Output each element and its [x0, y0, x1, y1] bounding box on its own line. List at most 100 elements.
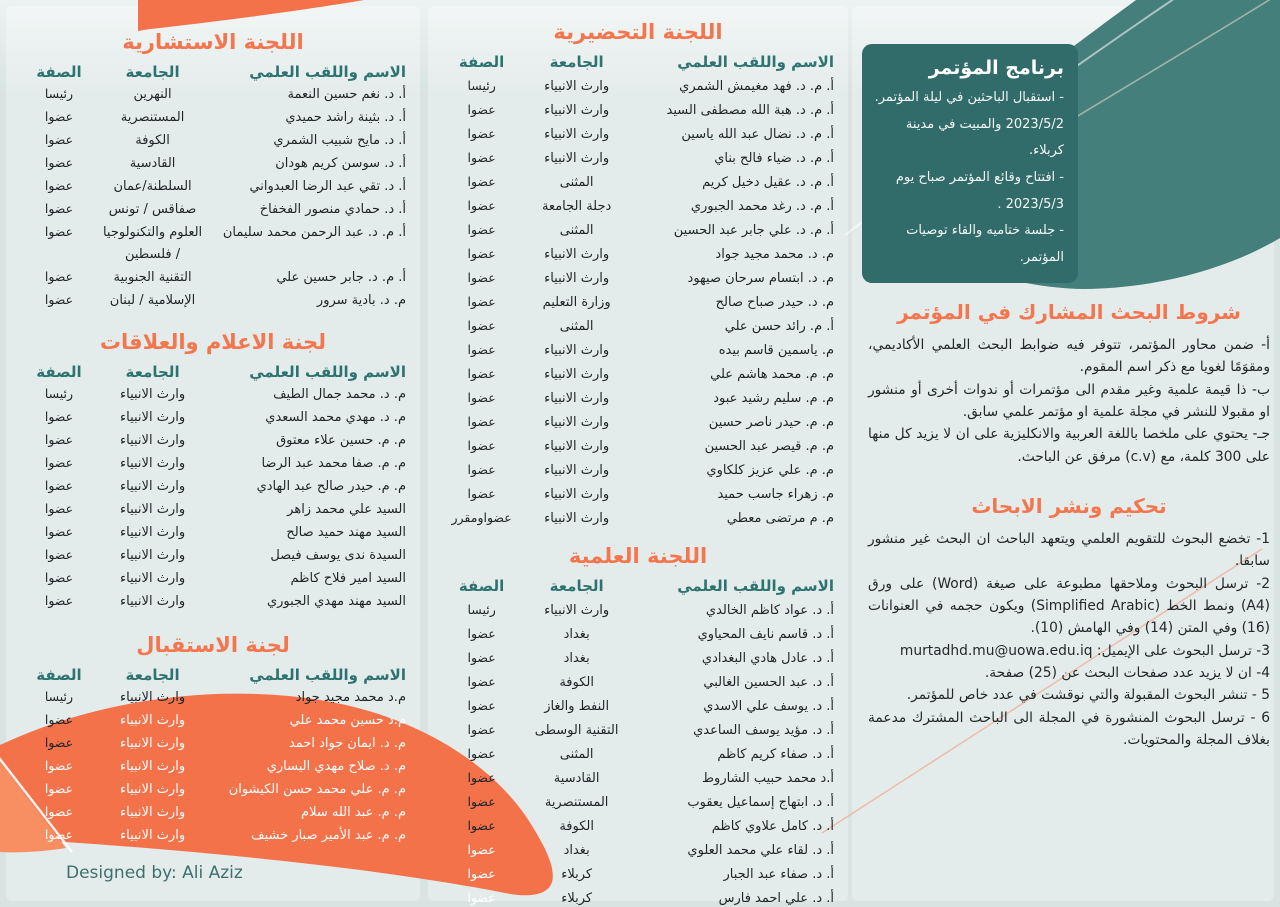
preparatory-committee-section: اللجنة التحضيرية الاسم واللقب العلمي الجا… [440, 20, 836, 530]
name-cell: م. م. عبد الأمير صبار خشيف [251, 828, 406, 843]
header-university: الجامعة [125, 363, 180, 381]
publishing-item: 1- تخضع البحوث للتقويم العلمي ويتعهد الب… [868, 531, 1270, 570]
university-cell: التقنية الجنوبية [113, 270, 192, 285]
middle-fold-panel [428, 6, 848, 901]
name-cell: أ. م. د. عبد الرحمن محمد سليمان [222, 225, 406, 240]
name-cell: أ. م. د. جابر حسين علي [276, 270, 406, 285]
table-row: أ. د. عادل هادي البغدادي بغداد عضوا [440, 646, 836, 670]
table-header-row: الاسم واللقب العلمي الجامعة الصفة [440, 51, 836, 74]
name-cell: أ. م. د. ضياء فالح بناي [714, 151, 834, 166]
role-cell: عضوا [467, 270, 496, 285]
role-cell: عضوا [467, 842, 496, 857]
university-cell: وارث الانبياء [120, 594, 186, 609]
header-role: الصفة [36, 363, 82, 381]
table-row: السيد مهند مهدي الجبوري وارث الانبياء عضوا [18, 590, 408, 613]
table-row: أ. م. د. علي جابر عبد الحسين المثنى عضوا [440, 218, 836, 242]
orange-blob [0, 693, 553, 896]
role-cell: عضوا [467, 222, 496, 237]
name-cell: أ. م. د. علي جابر عبد الحسين [673, 223, 834, 238]
name-cell: السيد مهند حميد صالح [286, 525, 406, 540]
table-row: أ. م. د. جابر حسين علي التقنية الجنوبية عض… [18, 266, 408, 289]
university-cell: كربلاء [561, 891, 593, 906]
name-cell: م. د. حيدر صباح صالح [715, 295, 834, 310]
university-cell: السلطنة/عمان [113, 179, 192, 194]
table-row: م. د. ابتسام سرحان صيهود وارث الانبياء عضو… [440, 266, 836, 290]
name-cell: أ. م. د. رغد محمد الجبوري [690, 199, 834, 214]
university-cell: الكوفة [135, 133, 170, 148]
university-cell: الكوفة [559, 675, 594, 690]
name-cell: أ. د. بثينة راشد حميدي [285, 110, 406, 125]
role-cell: عضوا [44, 432, 74, 447]
university-cell: وارث الانبياء [544, 603, 610, 618]
role-cell: رئيسا [44, 689, 74, 704]
advisory-committee-table: الاسم واللقب العلمي الجامعة الصفة أ. د. نغم… [18, 61, 408, 312]
name-cell: أ. د. صفاء عبد الجبار [723, 867, 834, 882]
role-cell: عضوا [44, 712, 74, 727]
preparatory-committee-table: الاسم واللقب العلمي الجامعة الصفة أ. م. د. … [440, 51, 836, 530]
name-cell: م. م. علي محمد حسن الكيشوان [228, 782, 406, 797]
table-row: أ. د. كامل علاوي كاظم الكوفة عضوا [440, 814, 836, 838]
table-row: م. د. محمد جمال الطيف وارث الانبياء رئيسا [18, 383, 408, 406]
diagonal-accent-line [821, 548, 1263, 834]
university-cell: وزارة التعليم [542, 295, 611, 310]
university-cell: صفاقس / تونس [108, 202, 197, 217]
paper-conditions-title: شروط البحث المشارك في المؤتمر [897, 300, 1241, 324]
table-row: م. د. مهدي محمد السعدي وارث الانبياء عضوا [18, 406, 408, 429]
university-cell: وارث الانبياء [544, 511, 610, 526]
publishing-item: 2- ترسل البحوث وملاحقها مطبوعة على صيغة … [868, 575, 1271, 637]
table-row: السيد امير فلاح كاظم وارث الانبياء عضوا [18, 567, 408, 590]
university-cell: وارث الانبياء [544, 103, 610, 118]
paper-conditions-section: شروط البحث المشارك في المؤتمر أ- ضمن محا… [868, 300, 1270, 468]
left-fold-panel [6, 6, 420, 901]
role-cell: عضوا [44, 735, 74, 750]
table-row: أ. د. عواد كاظم الخالدي وارث الانبياء رئيس… [440, 598, 836, 622]
name-cell: م. م. حسين علاء معتوق [276, 433, 406, 448]
header-university: الجامعة [549, 53, 604, 71]
table-row: م. م. حيدر صالح عبد الهادي وارث الانبياء ع… [18, 475, 408, 498]
university-cell: وارث الانبياء [120, 713, 186, 728]
table-row: م. م. حيدر ناصر حسين وارث الانبياء عضوا [440, 410, 836, 434]
university-cell: وارث الانبياء [544, 463, 610, 478]
role-cell: عضوا [467, 246, 496, 261]
name-cell: م.د محمد مجيد جواد [295, 690, 406, 705]
role-cell: عضوا [44, 292, 74, 307]
table-row: م.د حسين محمد علي وارث الانبياء عضوا [18, 709, 408, 732]
table-row: أ. م. د. رغد محمد الجبوري دجلة الجامعة عضو… [440, 194, 836, 218]
name-cell: أ. د. عبد الحسين الغالبي [703, 675, 834, 690]
university-cell: دجلة الجامعة [541, 199, 612, 214]
university-cell: المثنى [559, 319, 594, 334]
name-cell: م. م مرتضى معطي [726, 511, 834, 526]
role-cell: عضوا [467, 746, 496, 761]
header-university: الجامعة [549, 577, 604, 595]
name-cell: م. م. حيدر صالح عبد الهادي [256, 479, 406, 494]
role-cell: عضوا [467, 102, 496, 117]
table-row: أ. د. صفاء عبد الجبار كربلاء عضوا [440, 862, 836, 886]
role-cell: عضوا [467, 722, 496, 737]
name-cell: م. م. قيصر عبد الحسين [704, 439, 834, 454]
university-cell: وارث الانبياء [120, 828, 186, 843]
right-column-content: شروط البحث المشارك في المؤتمر أ- ضمن محا… [868, 300, 1270, 778]
table-row: السيد مهند حميد صالح وارث الانبياء عضوا [18, 521, 408, 544]
table-row: م. د. محمد مجيد جواد وارث الانبياء عضوا [440, 242, 836, 266]
name-cell: أ. د. عادل هادي البغدادي [701, 651, 834, 666]
university-cell: وارث الانبياء [120, 502, 186, 517]
table-row: أ. د. صفاء كريم كاظم المثنى عضوا [440, 742, 836, 766]
name-cell: أ. د. نغم حسين النعمة [287, 87, 406, 102]
university-cell: القادسية [553, 771, 600, 786]
role-cell: رئيسا [467, 78, 496, 93]
role-cell: عضوا [467, 462, 496, 477]
table-row: أ.د محمد حبيب الشاروط القادسية عضوا [440, 766, 836, 790]
table-row: م. د. حيدر صباح صالح وزارة التعليم عضوا [440, 290, 836, 314]
table-row: أ. م. د. نضال عبد الله ياسين وارث الانبيا… [440, 122, 836, 146]
left-column: اللجنة الاستشارية الاسم واللقب العلمي الج… [8, 0, 422, 907]
name-cell: أ. د. كامل علاوي كاظم [711, 819, 834, 834]
table-row: أ. م. د. هبة الله مصطفى السيد وارث الانبي… [440, 98, 836, 122]
university-cell: المستنصرية [120, 110, 185, 125]
university-cell: وارث الانبياء [544, 391, 610, 406]
paper-conditions-list: أ- ضمن محاور المؤتمر، تتوفر فيه ضوابط ال… [868, 334, 1270, 468]
university-cell: وارث الانبياء [544, 367, 610, 382]
name-cell: م. م. عبد الله سلام [301, 805, 406, 820]
university-cell: وارث الانبياء [544, 151, 610, 166]
name-cell: م. د. صلاح مهدي اليساري [266, 759, 406, 774]
table-row: م. م مرتضى معطي وارث الانبياء عضواومقرر [440, 506, 836, 530]
